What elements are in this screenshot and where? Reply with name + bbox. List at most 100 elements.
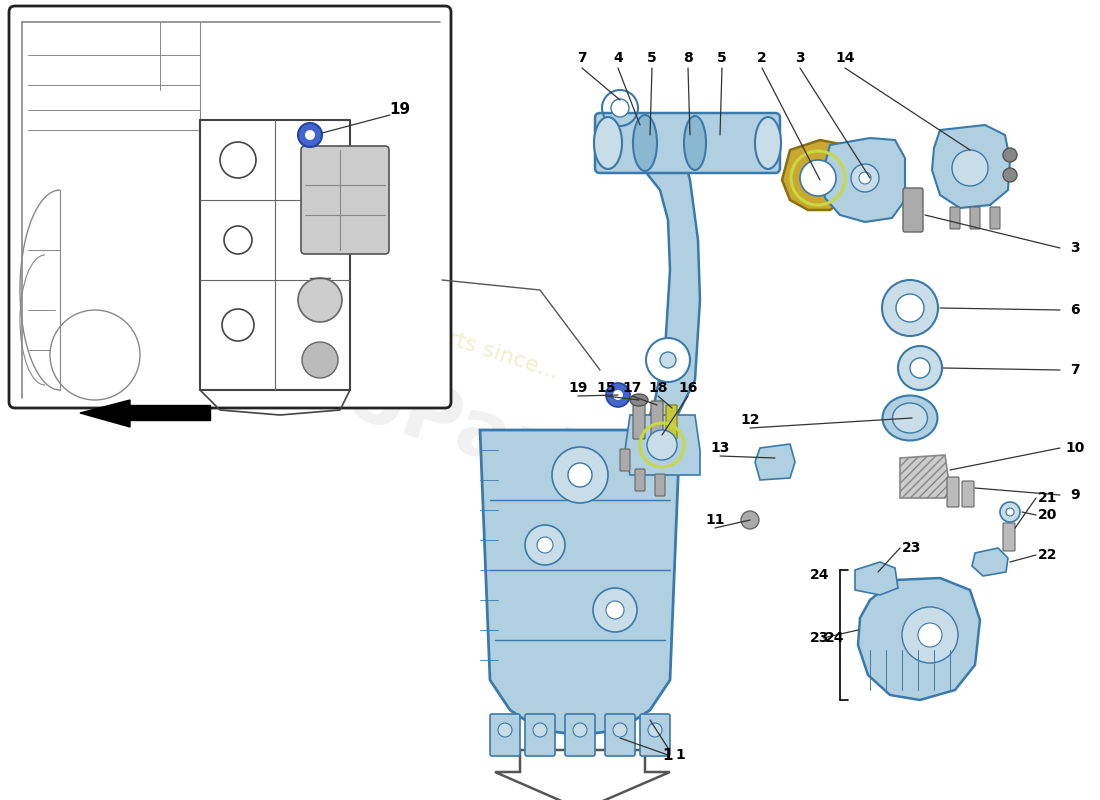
- Text: 3: 3: [795, 51, 805, 65]
- Text: 12: 12: [740, 413, 760, 427]
- FancyBboxPatch shape: [640, 714, 670, 756]
- FancyBboxPatch shape: [635, 469, 645, 491]
- Circle shape: [606, 383, 630, 407]
- FancyBboxPatch shape: [9, 6, 451, 408]
- Circle shape: [648, 723, 662, 737]
- Circle shape: [525, 525, 565, 565]
- Polygon shape: [972, 548, 1008, 576]
- Circle shape: [1003, 168, 1018, 182]
- Polygon shape: [782, 140, 855, 210]
- Text: 7: 7: [1070, 363, 1080, 377]
- Circle shape: [613, 390, 623, 400]
- Polygon shape: [932, 125, 1010, 208]
- Text: 22: 22: [1038, 548, 1058, 562]
- Ellipse shape: [755, 117, 781, 169]
- Text: 13: 13: [711, 441, 729, 455]
- Text: 10: 10: [1065, 441, 1085, 455]
- Polygon shape: [480, 430, 680, 735]
- Ellipse shape: [892, 403, 927, 433]
- Polygon shape: [130, 405, 210, 420]
- FancyBboxPatch shape: [950, 207, 960, 229]
- Circle shape: [896, 294, 924, 322]
- Text: 21: 21: [1038, 491, 1058, 505]
- FancyBboxPatch shape: [970, 207, 980, 229]
- FancyBboxPatch shape: [632, 399, 645, 439]
- Text: 23: 23: [811, 631, 829, 645]
- Ellipse shape: [684, 116, 706, 170]
- Circle shape: [1000, 502, 1020, 522]
- Text: 16: 16: [679, 381, 697, 395]
- Text: 1: 1: [675, 748, 685, 762]
- Polygon shape: [638, 130, 700, 430]
- Text: 23: 23: [902, 541, 922, 555]
- Circle shape: [918, 623, 942, 647]
- FancyBboxPatch shape: [620, 449, 630, 471]
- FancyBboxPatch shape: [525, 714, 556, 756]
- Polygon shape: [625, 415, 700, 475]
- Circle shape: [534, 723, 547, 737]
- Text: euroParts: euroParts: [195, 310, 641, 522]
- Polygon shape: [855, 562, 898, 595]
- Circle shape: [298, 123, 322, 147]
- Circle shape: [646, 338, 690, 382]
- FancyBboxPatch shape: [947, 477, 959, 507]
- Text: 4: 4: [613, 51, 623, 65]
- Circle shape: [222, 309, 254, 341]
- Text: a passion for parts since...: a passion for parts since...: [275, 273, 561, 383]
- Text: 2: 2: [757, 51, 767, 65]
- FancyBboxPatch shape: [990, 207, 1000, 229]
- Polygon shape: [495, 750, 670, 800]
- Circle shape: [498, 723, 512, 737]
- Circle shape: [741, 511, 759, 529]
- Ellipse shape: [630, 394, 648, 406]
- Circle shape: [537, 537, 553, 553]
- Circle shape: [1003, 148, 1018, 162]
- Circle shape: [902, 607, 958, 663]
- Circle shape: [610, 99, 629, 117]
- Circle shape: [851, 164, 879, 192]
- Circle shape: [302, 342, 338, 378]
- Polygon shape: [858, 578, 980, 700]
- FancyBboxPatch shape: [903, 188, 923, 232]
- Circle shape: [573, 723, 587, 737]
- Text: 5: 5: [647, 51, 657, 65]
- FancyBboxPatch shape: [605, 714, 635, 756]
- Ellipse shape: [882, 395, 937, 441]
- Text: 19: 19: [389, 102, 410, 118]
- FancyBboxPatch shape: [1003, 523, 1015, 551]
- Circle shape: [220, 142, 256, 178]
- Circle shape: [647, 430, 676, 460]
- Circle shape: [613, 723, 627, 737]
- Circle shape: [800, 160, 836, 196]
- Text: 15: 15: [596, 381, 616, 395]
- FancyBboxPatch shape: [565, 714, 595, 756]
- Circle shape: [224, 226, 252, 254]
- Text: 3: 3: [1070, 241, 1080, 255]
- Text: 17: 17: [623, 381, 641, 395]
- FancyBboxPatch shape: [651, 401, 663, 445]
- Text: 20: 20: [1038, 508, 1058, 522]
- Circle shape: [660, 352, 676, 368]
- Circle shape: [298, 278, 342, 322]
- Text: 8: 8: [683, 51, 693, 65]
- Text: 14: 14: [835, 51, 855, 65]
- FancyBboxPatch shape: [490, 714, 520, 756]
- Text: 24: 24: [825, 631, 845, 645]
- FancyBboxPatch shape: [595, 113, 780, 173]
- Polygon shape: [822, 138, 905, 222]
- Polygon shape: [755, 444, 795, 480]
- Circle shape: [898, 346, 942, 390]
- Circle shape: [882, 280, 938, 336]
- Polygon shape: [80, 400, 130, 427]
- Circle shape: [1006, 508, 1014, 516]
- Ellipse shape: [632, 115, 657, 171]
- Text: 9: 9: [1070, 488, 1080, 502]
- Circle shape: [859, 172, 871, 184]
- Text: 5: 5: [717, 51, 727, 65]
- Circle shape: [910, 358, 930, 378]
- Ellipse shape: [594, 117, 621, 169]
- FancyBboxPatch shape: [654, 474, 666, 496]
- Circle shape: [593, 588, 637, 632]
- Text: 7: 7: [578, 51, 586, 65]
- Text: 11: 11: [705, 513, 725, 527]
